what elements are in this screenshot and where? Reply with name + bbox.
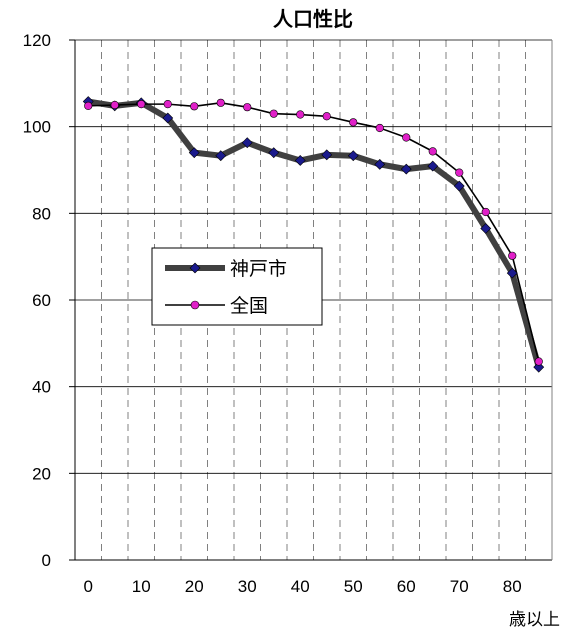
- legend-marker-kobe: [189, 262, 201, 274]
- data-point-1: [534, 357, 543, 366]
- x-unit-label: 歳以上: [509, 610, 560, 630]
- data-point-1: [428, 147, 437, 156]
- y-axis-ticks: 0 20 40 60 80 100 120: [23, 31, 75, 570]
- data-point-0: [321, 149, 333, 161]
- data-point-0: [427, 160, 439, 172]
- data-point-0: [480, 223, 492, 234]
- data-point-1: [481, 207, 490, 217]
- chart-title: 人口性比: [273, 7, 353, 31]
- data-point-1: [296, 110, 305, 119]
- data-point-1: [137, 100, 146, 109]
- data-point-0: [188, 147, 200, 159]
- y-tick-label: 40: [32, 378, 51, 397]
- y-tick-label: 0: [42, 551, 51, 570]
- x-axis-ticks: 0 10 20 30 40 50 60 70 80: [84, 577, 522, 596]
- y-tick-label: 100: [23, 118, 51, 137]
- series-layer: [82, 96, 545, 373]
- x-tick-label: 80: [503, 577, 522, 596]
- data-point-1: [375, 123, 384, 133]
- series-line-0: [87, 98, 542, 368]
- x-tick-label: 0: [84, 577, 93, 596]
- grid: [75, 39, 552, 560]
- data-point-0: [453, 180, 465, 192]
- data-point-1: [349, 118, 358, 127]
- series-line-1: [88, 102, 540, 362]
- data-point-0: [162, 112, 174, 124]
- data-point-0: [374, 158, 386, 170]
- x-tick-label: 20: [185, 577, 204, 596]
- data-point-1: [508, 251, 517, 260]
- data-point-1: [269, 109, 278, 118]
- data-point-1: [163, 100, 172, 109]
- x-tick-label: 40: [291, 577, 310, 596]
- data-point-0: [400, 163, 412, 175]
- data-point-1: [402, 133, 411, 142]
- data-point-1: [243, 103, 252, 112]
- data-point-1: [84, 101, 93, 110]
- data-point-1: [322, 112, 331, 121]
- data-point-0: [347, 150, 359, 162]
- y-tick-label: 60: [32, 291, 51, 310]
- data-point-0: [268, 147, 280, 159]
- legend-label-national: 全国: [230, 295, 268, 317]
- data-point-0: [506, 267, 518, 279]
- data-point-1: [216, 98, 225, 107]
- x-tick-label: 30: [238, 577, 257, 596]
- legend-box: [151, 247, 323, 326]
- x-tick-label: 60: [397, 577, 416, 596]
- data-point-1: [110, 100, 119, 110]
- x-tick-label: 70: [450, 577, 469, 596]
- x-tick-label: 50: [344, 577, 363, 596]
- y-tick-label: 120: [23, 31, 51, 50]
- data-point-1: [455, 168, 464, 177]
- data-point-0: [215, 150, 227, 162]
- y-tick-label: 80: [32, 204, 51, 223]
- data-point-0: [241, 137, 253, 149]
- legend-label-kobe: 神戸市: [230, 258, 287, 280]
- legend-marker-national: [190, 300, 200, 310]
- x-tick-label: 10: [132, 577, 151, 596]
- legend: 神戸市 全国: [151, 247, 323, 326]
- y-tick-label: 20: [32, 464, 51, 483]
- data-point-0: [294, 155, 306, 166]
- data-point-1: [190, 102, 199, 111]
